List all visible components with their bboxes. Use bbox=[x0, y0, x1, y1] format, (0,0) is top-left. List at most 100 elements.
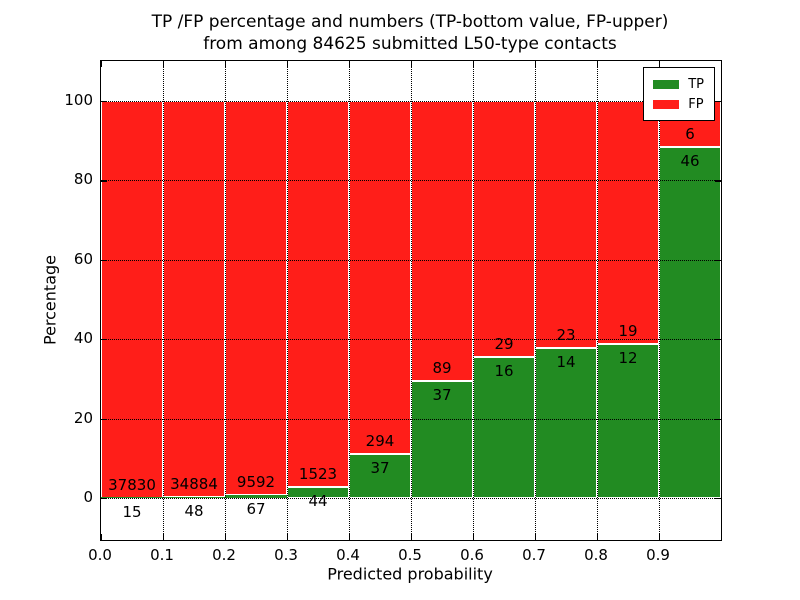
x-tick-mark bbox=[349, 61, 351, 67]
vertical-gridline bbox=[597, 61, 598, 540]
tp-count-label: 37 bbox=[370, 458, 390, 477]
x-tick-mark bbox=[597, 61, 599, 67]
x-tick-label: 0.7 bbox=[522, 546, 546, 564]
x-tick-mark bbox=[101, 534, 103, 540]
tp-bar-segment bbox=[411, 381, 473, 498]
fp-count-label: 34884 bbox=[170, 475, 218, 494]
legend-entry-tp: TP bbox=[653, 74, 704, 94]
x-tick-mark bbox=[535, 61, 537, 67]
vertical-gridline bbox=[659, 61, 660, 540]
fp-count-label: 89 bbox=[432, 359, 452, 378]
tp-count-label: 44 bbox=[308, 491, 328, 510]
y-tick-mark bbox=[101, 259, 107, 262]
tp-bar-segment bbox=[597, 344, 659, 498]
x-tick-mark bbox=[101, 61, 103, 67]
x-tick-mark bbox=[225, 534, 227, 540]
tp-bar-segment bbox=[473, 356, 535, 498]
fp-legend-swatch bbox=[653, 99, 680, 109]
fp-bar-segment bbox=[225, 101, 287, 496]
fp-count-label: 19 bbox=[618, 322, 638, 341]
x-tick-mark bbox=[473, 534, 475, 540]
x-tick-label: 0.6 bbox=[460, 546, 484, 564]
x-tick-mark bbox=[411, 61, 413, 67]
x-tick-mark bbox=[163, 534, 165, 540]
x-tick-label: 0.3 bbox=[274, 546, 298, 564]
x-tick-label: 0.5 bbox=[398, 546, 422, 564]
x-tick-label: 0.9 bbox=[646, 546, 670, 564]
tp-bar-segment bbox=[101, 496, 163, 498]
fp-bar-segment bbox=[163, 101, 225, 498]
plot-area: TP FP 37830 15 34884 48 9592 67 1523 44 294 37 89 3… bbox=[100, 60, 722, 541]
x-tick-mark bbox=[659, 534, 661, 540]
y-tick-mark bbox=[101, 497, 107, 500]
chart-title: TP /FP percentage and numbers (TP-bottom… bbox=[100, 11, 720, 55]
tp-bar-segment bbox=[163, 496, 225, 498]
vertical-gridline bbox=[225, 61, 226, 540]
x-tick-mark bbox=[411, 534, 413, 540]
vertical-gridline bbox=[349, 61, 350, 540]
fp-count-label: 1523 bbox=[298, 464, 338, 483]
y-tick-mark bbox=[715, 180, 721, 182]
fp-count-label: 37830 bbox=[108, 475, 156, 494]
fp-count-label: 29 bbox=[494, 334, 514, 353]
fp-count-label: 6 bbox=[685, 124, 695, 143]
x-tick-mark bbox=[225, 61, 227, 67]
x-tick-label: 0.8 bbox=[584, 546, 608, 564]
vertical-gridline bbox=[473, 61, 474, 540]
x-tick-mark bbox=[287, 61, 289, 67]
x-tick-mark bbox=[659, 61, 661, 67]
vertical-gridline bbox=[287, 61, 288, 540]
vertical-gridline bbox=[411, 61, 412, 540]
fp-bar-segment bbox=[101, 101, 163, 498]
x-tick-label: 0.0 bbox=[88, 546, 112, 564]
y-tick-label: 80 bbox=[73, 170, 93, 189]
tp-count-label: 48 bbox=[184, 502, 204, 521]
fp-count-label: 294 bbox=[365, 431, 395, 450]
tp-count-label: 16 bbox=[494, 361, 514, 380]
y-tick-mark bbox=[715, 497, 721, 500]
fp-bar-segment bbox=[473, 101, 535, 357]
fp-bar-segment bbox=[535, 101, 597, 348]
y-tick-mark bbox=[715, 339, 721, 341]
tp-bar-segment bbox=[349, 453, 411, 498]
tp-count-label: 67 bbox=[246, 500, 266, 519]
tp-count-label: 15 bbox=[122, 502, 142, 521]
tp-bar-segment bbox=[659, 146, 721, 498]
fp-count-label: 9592 bbox=[236, 473, 276, 492]
x-tick-mark bbox=[349, 534, 351, 540]
tp-count-label: 37 bbox=[432, 386, 452, 405]
legend: TP FP bbox=[643, 67, 715, 121]
y-tick-mark bbox=[101, 180, 107, 182]
y-tick-mark bbox=[101, 339, 107, 341]
x-tick-label: 0.4 bbox=[336, 546, 360, 564]
vertical-gridline bbox=[163, 61, 164, 540]
x-tick-mark bbox=[473, 61, 475, 67]
chart-title-line2: from among 84625 submitted L50-type cont… bbox=[203, 34, 617, 54]
tp-legend-swatch bbox=[653, 79, 680, 89]
y-tick-label: 0 bbox=[83, 487, 93, 506]
x-tick-mark bbox=[163, 61, 165, 67]
y-tick-label: 20 bbox=[73, 408, 93, 427]
x-axis-label: Predicted probability bbox=[327, 564, 493, 584]
x-tick-mark bbox=[535, 534, 537, 540]
fp-count-label: 23 bbox=[556, 325, 576, 344]
x-tick-label: 0.2 bbox=[212, 546, 236, 564]
y-tick-mark bbox=[715, 101, 721, 103]
y-tick-label: 40 bbox=[73, 329, 93, 348]
fp-legend-label: FP bbox=[688, 96, 704, 112]
tp-count-label: 14 bbox=[556, 352, 576, 371]
y-tick-mark bbox=[101, 418, 107, 420]
y-tick-mark bbox=[715, 259, 721, 262]
x-tick-mark bbox=[287, 534, 289, 540]
tp-legend-label: TP bbox=[688, 76, 704, 92]
fp-bar-segment bbox=[287, 101, 349, 487]
x-tick-mark bbox=[597, 534, 599, 540]
y-tick-mark bbox=[715, 418, 721, 420]
chart-title-line1: TP /FP percentage and numbers (TP-bottom… bbox=[151, 12, 669, 32]
y-tick-label: 60 bbox=[73, 249, 93, 268]
tp-bar-segment bbox=[225, 495, 287, 498]
tp-count-label: 46 bbox=[680, 151, 700, 170]
fp-bar-segment bbox=[597, 101, 659, 345]
tp-count-label: 12 bbox=[618, 349, 638, 368]
